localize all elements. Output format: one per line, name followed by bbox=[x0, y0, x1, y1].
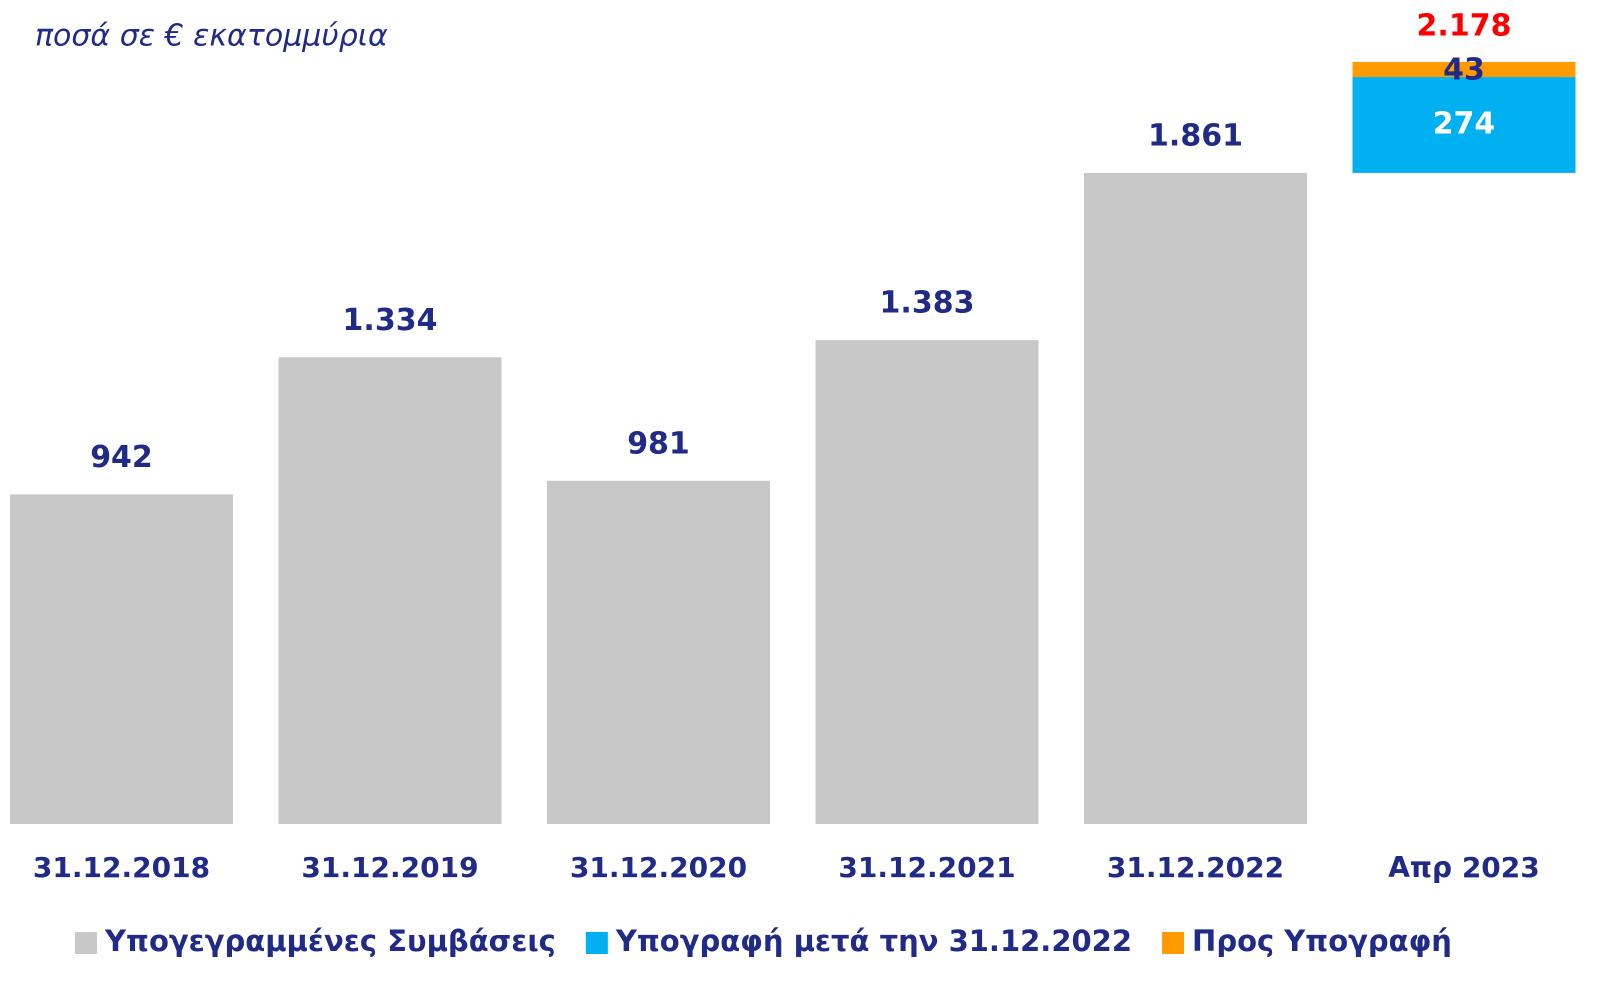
x-tick-label: Απρ 2023 bbox=[1388, 851, 1540, 884]
x-tick-label: 31.12.2020 bbox=[570, 851, 747, 884]
legend-swatch bbox=[75, 932, 97, 954]
x-tick-label: 31.12.2022 bbox=[1107, 851, 1284, 884]
legend-label: Προς Υπογραφή bbox=[1192, 924, 1452, 958]
legend-label: Υπογραφή μετά την 31.12.2022 bbox=[615, 924, 1132, 958]
data-label: 981 bbox=[627, 426, 690, 461]
legend-swatch bbox=[1162, 932, 1185, 954]
data-label: 274 bbox=[1433, 106, 1496, 141]
bar-segment bbox=[278, 357, 502, 824]
x-tick-label: 31.12.2019 bbox=[301, 851, 478, 884]
bar-segment bbox=[1352, 62, 1576, 78]
data-label: 43 bbox=[1443, 53, 1485, 88]
legend-swatch bbox=[585, 932, 608, 954]
bar-segment bbox=[10, 494, 233, 824]
bar-segment bbox=[1352, 77, 1576, 173]
chart-subtitle: ποσά σε € εκατομμύρια bbox=[35, 19, 388, 54]
data-label: 1.334 bbox=[343, 303, 438, 338]
data-label: 1.861 bbox=[1148, 118, 1243, 153]
x-tick-label: 31.12.2021 bbox=[838, 851, 1015, 884]
x-tick-label: 31.12.2018 bbox=[33, 851, 210, 884]
bar-segment bbox=[1084, 172, 1307, 824]
data-label: 1.383 bbox=[880, 286, 975, 321]
total-label: 2.178 bbox=[1417, 9, 1512, 44]
legend-label: Υπογεγραμμένες Συμβάσεις bbox=[104, 924, 556, 958]
data-label: 942 bbox=[90, 440, 153, 475]
bar-segment bbox=[815, 340, 1039, 824]
bar-segment bbox=[547, 480, 770, 824]
